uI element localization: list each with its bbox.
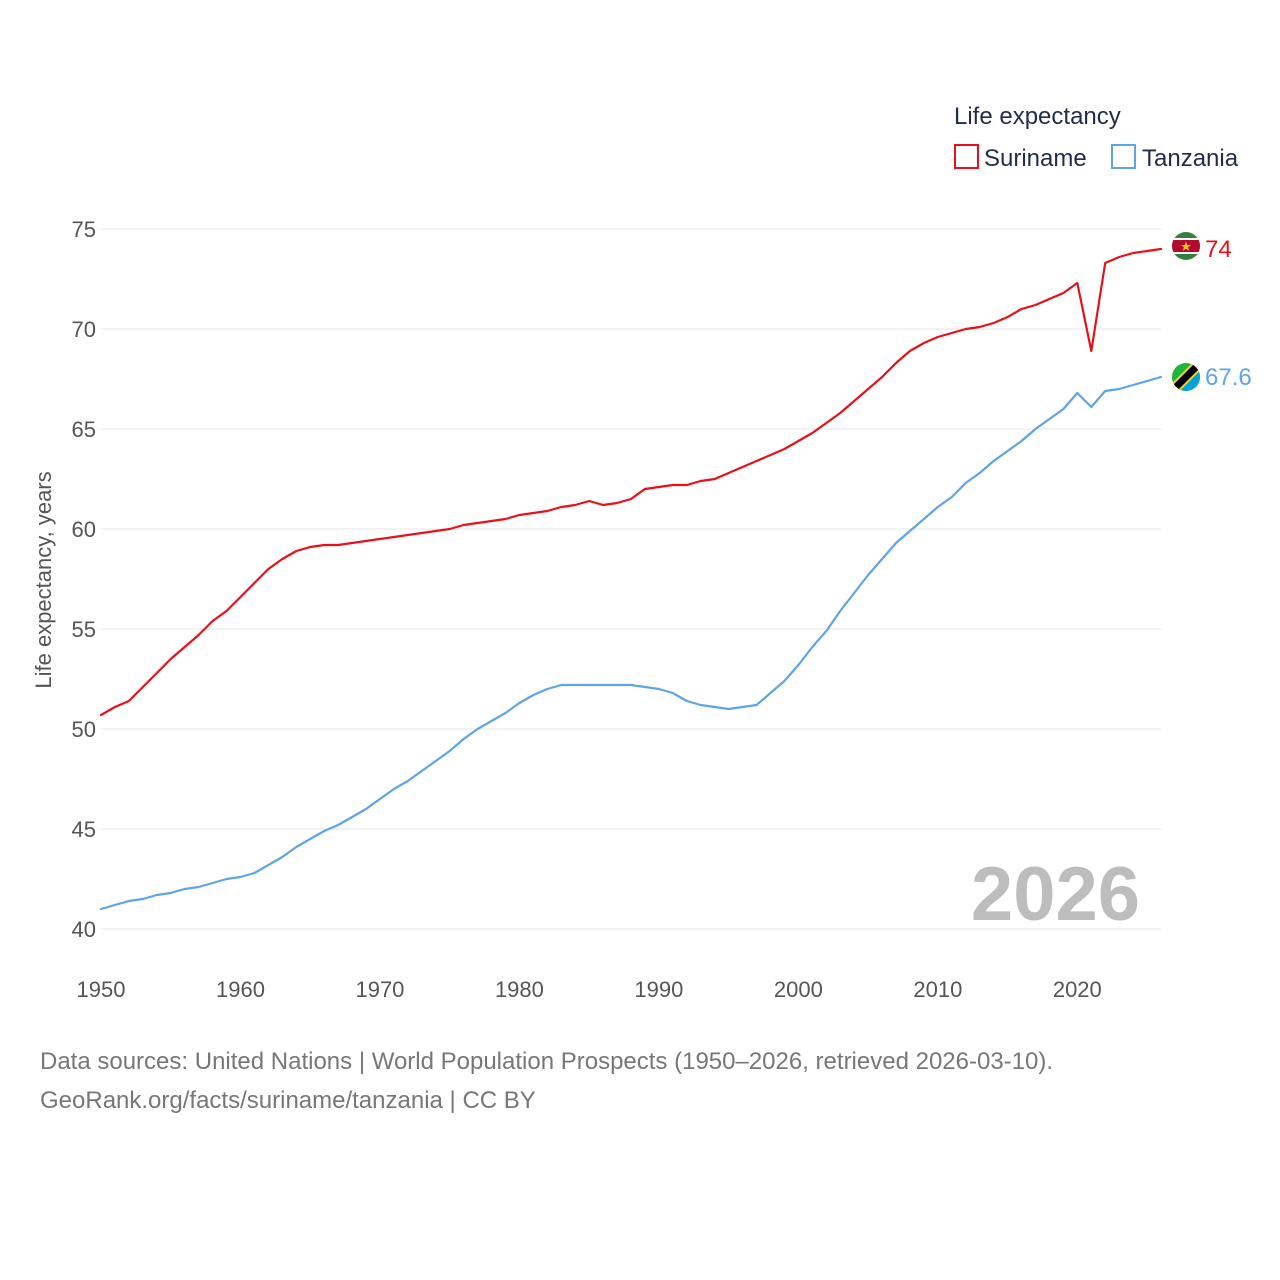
x-tick-label: 1990 [634, 977, 683, 1002]
series-lines [99, 247, 1163, 911]
x-tick-label: 1980 [495, 977, 544, 1002]
y-axis-title: Life expectancy, years [31, 471, 56, 688]
y-tick-label: 75 [72, 217, 96, 242]
y-tick-label: 55 [72, 617, 96, 642]
legend-label-tanzania: Tanzania [1142, 145, 1239, 172]
x-tick-label: 1960 [216, 977, 265, 1002]
tanzania-flag-icon [1172, 363, 1200, 391]
legend-swatch-tanzania [1111, 144, 1136, 169]
y-tick-label: 70 [72, 317, 96, 342]
series-line-suriname [99, 247, 1163, 717]
source-footer: Data sources: United Nations | World Pop… [40, 1042, 1053, 1120]
current-year-label: 2026 [971, 852, 1140, 937]
series-line-tanzania [99, 375, 1163, 911]
y-tick-label: 65 [72, 417, 96, 442]
y-tick-label: 45 [72, 817, 96, 842]
legend: Life expectancy Suriname Tanzania [954, 103, 1239, 172]
y-tick-label: 60 [72, 517, 96, 542]
x-tick-label: 1950 [77, 977, 126, 1002]
data-sources-text: Data sources: United Nations | World Pop… [40, 1048, 1054, 1075]
end-labels: 74 67.6 [1205, 236, 1252, 391]
x-tick-label: 2000 [774, 977, 823, 1002]
x-tick-label: 1970 [355, 977, 404, 1002]
suriname-flag-icon [1172, 232, 1200, 260]
y-tick-label: 40 [72, 917, 96, 942]
legend-title: Life expectancy [954, 103, 1121, 130]
x-axis-ticks: 1950 1960 1970 1980 1990 2000 2010 2020 [77, 977, 1102, 1002]
legend-label-suriname: Suriname [984, 145, 1087, 172]
legend-swatch-suriname [954, 144, 979, 169]
gridlines [101, 228, 1161, 930]
x-tick-label: 2020 [1053, 977, 1102, 1002]
attribution-link[interactable]: GeoRank.org/facts/suriname/tanzania | CC… [40, 1087, 536, 1114]
y-tick-label: 50 [72, 717, 96, 742]
y-axis-ticks: 40 45 50 55 60 65 70 75 [72, 217, 96, 942]
line-chart: Life expectancy Suriname Tanzania Life e… [31, 103, 1252, 1002]
x-tick-label: 2010 [913, 977, 962, 1002]
end-label-suriname: 74 [1205, 236, 1232, 263]
end-label-tanzania: 67.6 [1205, 364, 1252, 391]
